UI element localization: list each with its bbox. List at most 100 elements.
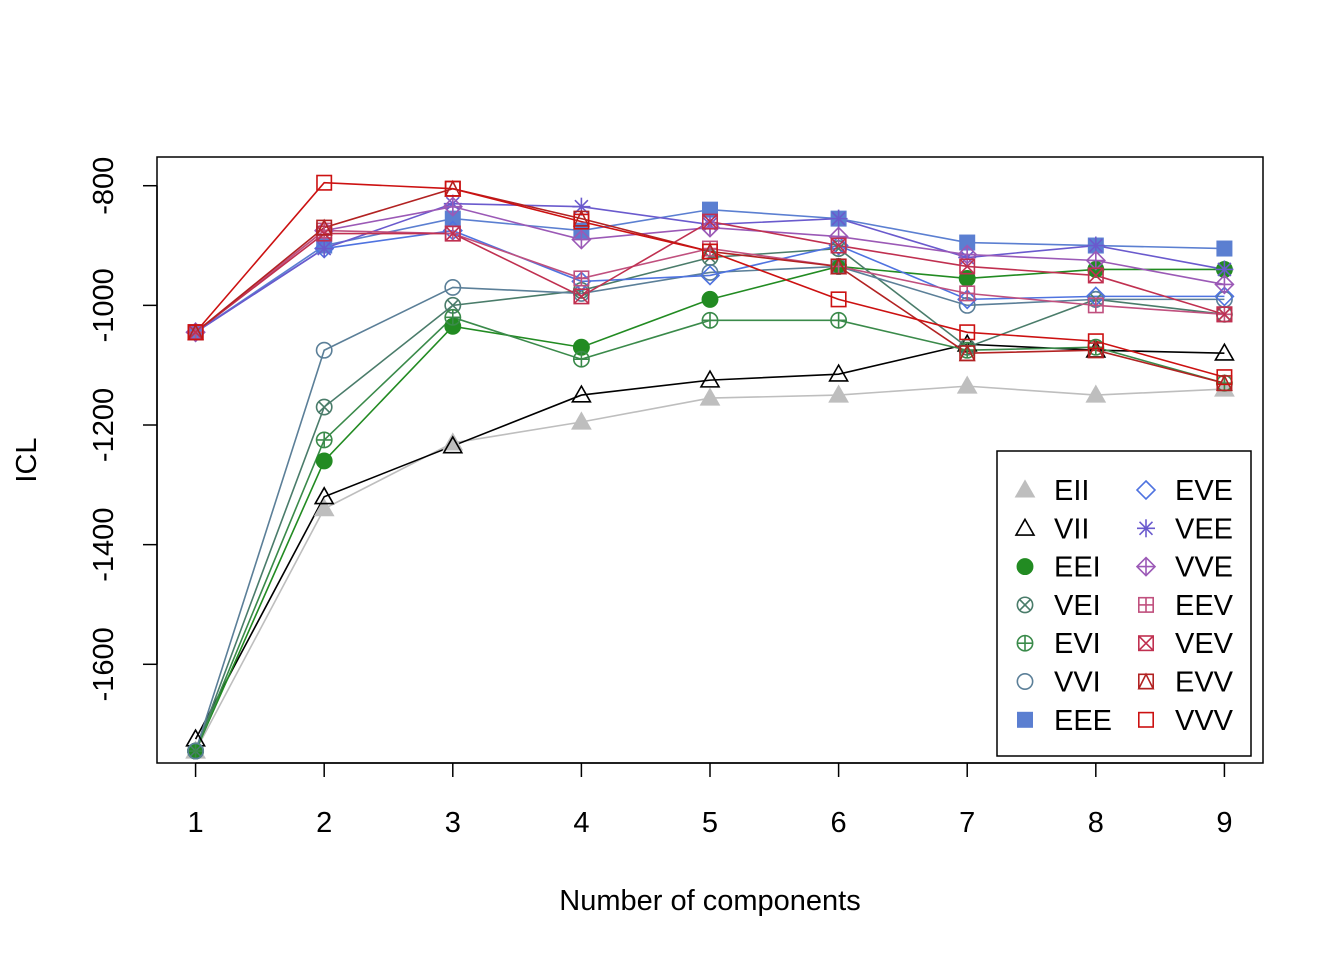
square-shape [701, 213, 718, 230]
legend-label: VEI [1054, 590, 1101, 622]
square-shape [1216, 306, 1233, 323]
legend-label: EEE [1054, 705, 1112, 737]
legend-item-vei: VEI [1016, 590, 1101, 622]
x-tick-label: 3 [445, 807, 461, 839]
legend-symbol-vii [1014, 517, 1036, 536]
point-eve-5 [699, 265, 721, 286]
y-tick-label: -1400 [88, 508, 120, 582]
diamond-shape [1135, 479, 1157, 501]
point-vee-6 [829, 209, 848, 228]
point-evv-6 [830, 257, 848, 275]
legend-item-vvi: VVI [1016, 667, 1101, 699]
point-vvi-1 [187, 742, 205, 760]
circle-shape [1016, 596, 1034, 614]
circle-shape [187, 742, 205, 760]
series-points [185, 174, 1235, 760]
legend-symbol-vve [1135, 556, 1157, 577]
point-eii-2 [313, 498, 335, 517]
x-tick-label: 2 [316, 807, 332, 839]
legend: EII VII EEI VEI EVI VVI EEE EVE VEE VVE EEV VEV EVV V… [996, 450, 1252, 757]
square-shape [573, 213, 590, 230]
point-evi-3 [444, 308, 462, 326]
x-tick-label: 6 [831, 807, 847, 839]
legend-item-eve: EVE [1135, 475, 1233, 507]
point-vvv-4 [573, 213, 590, 230]
diamond-shape [699, 265, 721, 286]
x-axis: 1 2 3 4 5 6 7 8 9 [188, 762, 1232, 839]
square-shape [573, 288, 590, 305]
diamond-shape [1214, 286, 1235, 307]
legend-symbol-vev [1138, 635, 1155, 652]
point-vve-9 [1214, 274, 1235, 295]
point-vvi-3 [444, 278, 462, 296]
cross-b [1088, 267, 1104, 284]
point-eev-8 [1087, 297, 1104, 314]
triangle-shape [313, 498, 335, 517]
diamond-shape [957, 289, 978, 310]
inner-triangle [1087, 341, 1105, 359]
legend-label: VEE [1175, 513, 1233, 545]
square-shape [1016, 711, 1033, 728]
circle-shape [701, 290, 719, 308]
legend-item-eii: EII [1014, 475, 1089, 507]
triangle-shape [313, 486, 335, 505]
point-eii-7 [956, 375, 978, 394]
point-vvv-1 [187, 324, 204, 341]
point-vvv-5 [701, 243, 718, 260]
point-eev-4 [573, 270, 590, 287]
inner-triangle [830, 257, 848, 275]
legend-item-vii: VII [1014, 513, 1089, 545]
legend-item-eei: EEI [1016, 552, 1101, 584]
point-vvi-5 [701, 264, 719, 281]
inner-triangle [572, 209, 590, 227]
point-evi-5 [701, 311, 719, 329]
legend-label: EVE [1175, 475, 1233, 507]
square-shape [959, 324, 976, 341]
legend-symbol-evv [1137, 672, 1155, 690]
cross-b [831, 211, 846, 226]
cross-b [1138, 635, 1154, 651]
point-vii-6 [828, 363, 849, 382]
point-vvv-3 [444, 180, 461, 197]
point-vii-4 [571, 384, 592, 403]
square-shape [187, 324, 204, 341]
legend-symbol-vvi [1016, 673, 1034, 690]
legend-box [996, 450, 1252, 757]
point-vvv-6 [830, 291, 847, 308]
cross-b [1217, 262, 1232, 277]
circle-shape [1016, 673, 1034, 690]
point-eve-9 [1214, 286, 1235, 307]
circle-shape [315, 398, 333, 416]
cross-b [318, 401, 331, 414]
legend-item-vve: VVE [1135, 552, 1233, 584]
cross-b [1019, 598, 1031, 611]
legend-symbol-vvv [1138, 711, 1155, 728]
square-shape [701, 243, 718, 260]
diamond-shape [828, 235, 849, 256]
point-evi-6 [830, 311, 848, 329]
y-axis: -800 -1000 -1200 -1400 -1600 [88, 157, 158, 701]
inner-triangle [1137, 672, 1155, 690]
legend-item-vvv: VVV [1138, 705, 1234, 737]
circle-shape [444, 278, 462, 296]
triangle-shape [1085, 384, 1107, 403]
point-evv-8 [1087, 341, 1105, 359]
legend-item-evi: EVI [1016, 628, 1101, 660]
cross-b [704, 251, 716, 264]
point-eii-6 [828, 384, 849, 403]
x-tick-label: 8 [1088, 807, 1104, 839]
legend-label: VEV [1175, 628, 1234, 660]
inner-triangle [958, 344, 976, 362]
legend-symbol-eei [1016, 558, 1034, 576]
x-tick-label: 1 [188, 807, 204, 839]
point-vii-9 [1214, 342, 1235, 361]
point-vii-3 [442, 435, 464, 454]
legend-item-evv: EVV [1137, 667, 1234, 699]
circle-shape [1016, 558, 1034, 576]
y-tick-label: -1000 [88, 268, 120, 342]
point-vvv-8 [1087, 333, 1104, 350]
legend-item-vee: VEE [1137, 513, 1233, 545]
triangle-shape [571, 384, 592, 403]
point-vvv-2 [316, 174, 333, 191]
